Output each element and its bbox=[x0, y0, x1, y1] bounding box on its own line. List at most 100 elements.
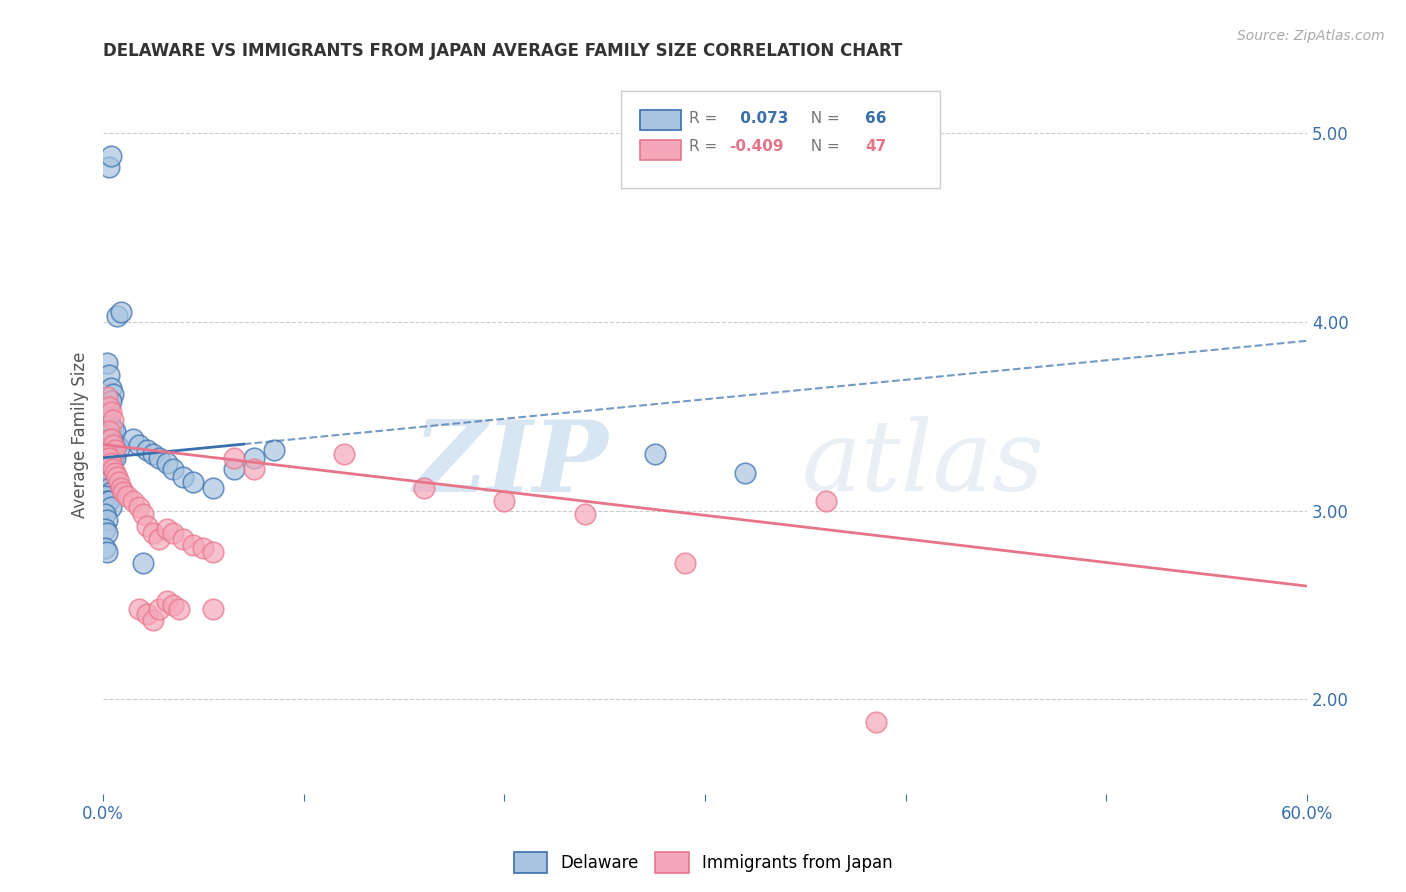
Point bbox=[98, 432, 121, 446]
Point bbox=[100, 447, 122, 461]
Point bbox=[108, 442, 131, 456]
Point bbox=[96, 545, 118, 559]
Text: Source: ZipAtlas.com: Source: ZipAtlas.com bbox=[1237, 29, 1385, 43]
Point bbox=[101, 422, 124, 436]
Point bbox=[94, 457, 117, 471]
Point bbox=[94, 523, 117, 537]
Point bbox=[183, 475, 205, 490]
Text: N =: N = bbox=[801, 111, 845, 126]
Point bbox=[98, 450, 121, 465]
Text: 0.073: 0.073 bbox=[735, 111, 789, 126]
Text: 47: 47 bbox=[865, 139, 886, 154]
FancyBboxPatch shape bbox=[621, 91, 939, 187]
Point bbox=[110, 305, 132, 319]
Point bbox=[94, 428, 117, 442]
Point bbox=[104, 425, 127, 439]
Point bbox=[104, 469, 127, 483]
Point bbox=[172, 532, 194, 546]
Point bbox=[94, 475, 117, 490]
Point bbox=[96, 457, 118, 471]
Point bbox=[96, 475, 118, 490]
Point bbox=[96, 494, 118, 508]
Point bbox=[101, 435, 124, 450]
Point bbox=[96, 526, 118, 541]
Point bbox=[136, 607, 159, 622]
Point bbox=[105, 437, 128, 451]
Point bbox=[100, 381, 122, 395]
Point bbox=[162, 598, 184, 612]
Point bbox=[263, 443, 285, 458]
Point bbox=[222, 450, 245, 465]
Point bbox=[574, 508, 596, 522]
Point bbox=[172, 469, 194, 483]
Point bbox=[98, 425, 121, 439]
Point bbox=[242, 450, 264, 465]
Point bbox=[101, 462, 124, 476]
Point bbox=[100, 418, 122, 433]
Point bbox=[94, 489, 117, 503]
Point bbox=[136, 518, 159, 533]
Point bbox=[734, 466, 756, 480]
Point bbox=[865, 714, 887, 729]
Point bbox=[100, 432, 122, 446]
Point bbox=[148, 601, 170, 615]
Point bbox=[136, 443, 159, 458]
Point bbox=[222, 462, 245, 476]
Point bbox=[128, 601, 150, 615]
Point bbox=[101, 437, 124, 451]
Point bbox=[202, 601, 225, 615]
Point bbox=[202, 545, 225, 559]
Point bbox=[100, 149, 122, 163]
Text: DELAWARE VS IMMIGRANTS FROM JAPAN AVERAGE FAMILY SIZE CORRELATION CHART: DELAWARE VS IMMIGRANTS FROM JAPAN AVERAG… bbox=[103, 42, 903, 60]
Point bbox=[142, 613, 165, 627]
Point bbox=[156, 523, 179, 537]
Point bbox=[104, 443, 127, 458]
Point bbox=[142, 447, 165, 461]
Point bbox=[673, 557, 696, 571]
Point bbox=[104, 437, 127, 451]
Point bbox=[94, 409, 117, 424]
Point bbox=[100, 394, 122, 409]
Point bbox=[98, 400, 121, 414]
Point bbox=[105, 469, 128, 483]
Point bbox=[104, 466, 127, 480]
Point bbox=[101, 413, 124, 427]
Legend: Delaware, Immigrants from Japan: Delaware, Immigrants from Japan bbox=[506, 846, 900, 880]
Point bbox=[98, 400, 121, 414]
Point bbox=[94, 443, 117, 458]
Text: N =: N = bbox=[801, 139, 845, 154]
Text: ZIP: ZIP bbox=[413, 416, 609, 512]
Text: R =: R = bbox=[689, 111, 723, 126]
FancyBboxPatch shape bbox=[640, 140, 681, 160]
Point bbox=[108, 475, 131, 490]
Point bbox=[94, 508, 117, 522]
Point bbox=[98, 160, 121, 174]
Point bbox=[96, 428, 118, 442]
Point bbox=[96, 447, 118, 461]
Text: atlas: atlas bbox=[801, 417, 1045, 511]
Point bbox=[96, 413, 118, 427]
Point bbox=[96, 391, 118, 405]
Point bbox=[148, 450, 170, 465]
Point bbox=[169, 601, 191, 615]
Point bbox=[101, 386, 124, 401]
Point bbox=[162, 462, 184, 476]
Point bbox=[333, 447, 356, 461]
Point bbox=[122, 494, 145, 508]
Point bbox=[96, 356, 118, 370]
Point bbox=[128, 437, 150, 451]
FancyBboxPatch shape bbox=[640, 110, 681, 129]
Point bbox=[814, 494, 837, 508]
Point bbox=[148, 532, 170, 546]
Point bbox=[104, 450, 127, 465]
Point bbox=[100, 500, 122, 514]
Point bbox=[413, 481, 436, 495]
Point bbox=[100, 484, 122, 499]
Point bbox=[193, 541, 215, 556]
Point bbox=[98, 413, 121, 427]
Point bbox=[115, 489, 138, 503]
Point bbox=[128, 500, 150, 514]
Point bbox=[94, 541, 117, 556]
Point bbox=[96, 513, 118, 527]
Point bbox=[98, 494, 121, 508]
